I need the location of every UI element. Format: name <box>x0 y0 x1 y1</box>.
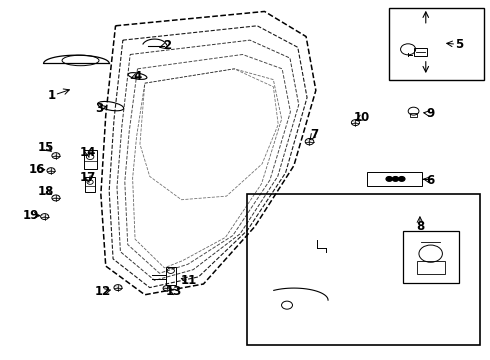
Bar <box>389 8 485 80</box>
Text: 10: 10 <box>354 111 370 124</box>
Text: 5: 5 <box>455 38 463 51</box>
Text: 8: 8 <box>416 220 424 233</box>
Bar <box>410 113 417 117</box>
Text: 9: 9 <box>427 107 435 120</box>
Bar <box>416 261 445 274</box>
Text: 4: 4 <box>133 69 142 82</box>
Bar <box>414 48 427 57</box>
Text: 13: 13 <box>166 285 182 298</box>
Bar <box>402 231 459 283</box>
Bar <box>84 150 97 170</box>
Text: 12: 12 <box>95 285 111 298</box>
Text: 3: 3 <box>96 102 103 115</box>
Text: 11: 11 <box>181 274 197 287</box>
Text: 17: 17 <box>79 171 96 184</box>
Text: 16: 16 <box>29 163 46 176</box>
Circle shape <box>386 177 392 181</box>
Bar <box>85 177 96 192</box>
Bar <box>166 267 175 285</box>
Text: 19: 19 <box>23 209 39 222</box>
Bar <box>247 194 480 345</box>
Text: 18: 18 <box>38 185 54 198</box>
Text: 14: 14 <box>79 145 96 158</box>
Text: 6: 6 <box>427 174 435 186</box>
Circle shape <box>392 177 399 181</box>
Text: 1: 1 <box>48 89 56 102</box>
Text: 7: 7 <box>310 127 318 141</box>
Text: 15: 15 <box>38 141 54 154</box>
Text: 2: 2 <box>163 39 171 52</box>
Circle shape <box>399 177 405 181</box>
Bar <box>368 172 422 186</box>
